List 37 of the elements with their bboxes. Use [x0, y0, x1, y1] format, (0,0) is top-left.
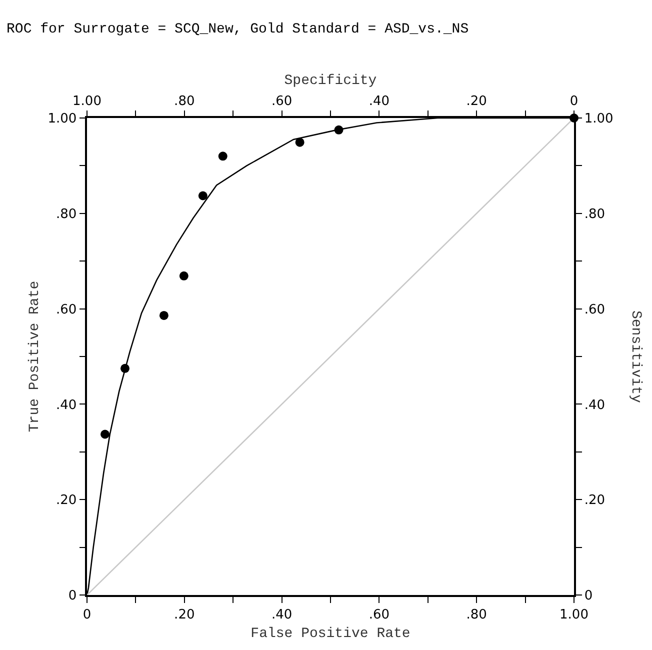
- y2-tick-label: 1.00: [584, 112, 614, 127]
- x-tick-label: .40: [271, 607, 292, 622]
- y2-tick-label: 0: [584, 588, 593, 604]
- y2-tick-label: .80: [584, 206, 606, 222]
- y2-tick-label: .20: [584, 493, 606, 508]
- y-tick-label: .80: [56, 206, 77, 222]
- y-tick-label: .60: [56, 302, 77, 318]
- point: [334, 125, 344, 134]
- point: [159, 310, 168, 320]
- y-tick-label: .40: [56, 398, 77, 413]
- point: [218, 152, 228, 161]
- y-axis-title: True Positive Rate: [26, 280, 43, 432]
- x2-tick-label: 1.00: [72, 94, 102, 110]
- point: [198, 191, 208, 200]
- x-tick-label: .80: [466, 607, 487, 622]
- y2-tick-label: .60: [584, 302, 606, 318]
- x-axis-title: False Positive Rate: [250, 626, 410, 642]
- y2-tick-label: .40: [584, 398, 606, 413]
- x2-axis-title: Specificity: [284, 73, 377, 90]
- point: [179, 271, 188, 280]
- y-tick-label: 1.00: [48, 112, 77, 127]
- x2-tick-label: .80: [174, 94, 195, 110]
- x2-tick-label: 0: [570, 94, 578, 110]
- point: [295, 138, 304, 147]
- point: [100, 430, 110, 439]
- y2-axis-title: Sensitivity: [628, 310, 644, 403]
- x2-tick-label: .60: [271, 94, 292, 110]
- x-tick-label: .60: [368, 607, 390, 622]
- y-tick-label: 0: [68, 588, 77, 604]
- x2-tick-label: .40: [368, 94, 390, 110]
- x2-tick-label: .20: [466, 94, 487, 110]
- x-tick-label: .20: [174, 607, 195, 622]
- x-tick-label: 0: [82, 607, 92, 622]
- point: [120, 364, 130, 373]
- chart-title: ROC for Surrogate = SCQ_New, Gold Standard = ASD_vs._NS: [6, 22, 469, 38]
- x-tick-label: 1.00: [560, 607, 588, 622]
- y-tick-label: .20: [56, 493, 77, 508]
